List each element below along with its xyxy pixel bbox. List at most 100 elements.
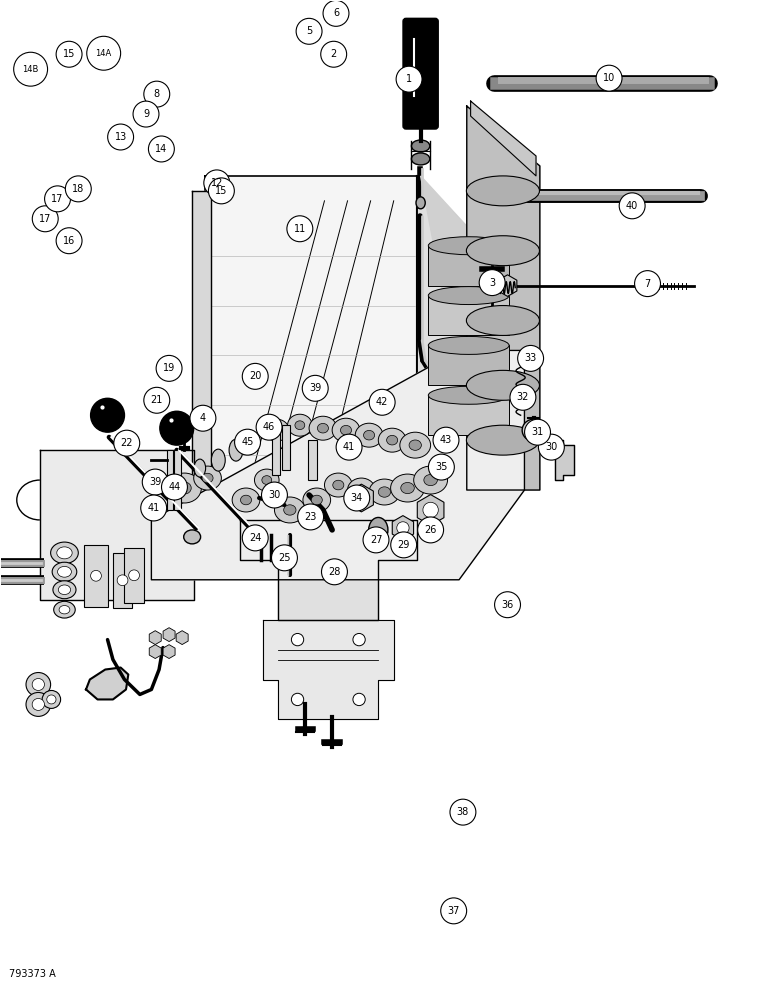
Text: 28: 28 <box>328 567 340 577</box>
Ellipse shape <box>57 547 72 559</box>
Circle shape <box>353 633 365 646</box>
Ellipse shape <box>416 197 425 209</box>
Ellipse shape <box>522 419 545 441</box>
Bar <box>84 545 107 607</box>
Circle shape <box>518 345 543 371</box>
Ellipse shape <box>428 237 509 255</box>
Ellipse shape <box>265 419 289 441</box>
Ellipse shape <box>466 306 540 335</box>
Text: 45: 45 <box>242 437 254 447</box>
Text: 18: 18 <box>73 184 84 194</box>
Text: 6: 6 <box>333 8 339 18</box>
Text: 20: 20 <box>249 371 262 381</box>
Circle shape <box>354 491 368 505</box>
Text: 25: 25 <box>278 553 291 563</box>
Circle shape <box>323 0 349 26</box>
Ellipse shape <box>466 370 540 400</box>
Circle shape <box>619 193 645 219</box>
Ellipse shape <box>400 432 431 458</box>
Circle shape <box>141 495 167 521</box>
Text: 44: 44 <box>168 482 181 492</box>
Circle shape <box>596 65 622 91</box>
Ellipse shape <box>411 140 430 152</box>
Ellipse shape <box>42 690 61 708</box>
Circle shape <box>90 570 101 581</box>
Circle shape <box>156 355 182 381</box>
Text: 41: 41 <box>343 442 355 452</box>
Circle shape <box>433 427 459 453</box>
Circle shape <box>423 502 438 518</box>
Polygon shape <box>467 106 540 490</box>
Text: 46: 46 <box>263 422 275 432</box>
Text: 14A: 14A <box>96 49 112 58</box>
Text: 22: 22 <box>120 438 133 448</box>
Text: 4: 4 <box>200 413 206 423</box>
Ellipse shape <box>356 485 367 495</box>
Circle shape <box>66 176 91 202</box>
Text: 8: 8 <box>154 89 160 99</box>
Text: 31: 31 <box>531 427 543 437</box>
Text: 15: 15 <box>215 186 228 196</box>
Circle shape <box>144 387 170 413</box>
Circle shape <box>160 411 194 445</box>
Polygon shape <box>205 176 417 520</box>
Ellipse shape <box>369 517 388 542</box>
Ellipse shape <box>287 414 312 436</box>
Text: 10: 10 <box>603 73 615 83</box>
Ellipse shape <box>309 416 337 440</box>
Bar <box>282 425 290 470</box>
Text: 35: 35 <box>435 462 448 472</box>
Ellipse shape <box>194 466 222 490</box>
Circle shape <box>397 522 409 534</box>
Text: 3: 3 <box>489 278 495 288</box>
Circle shape <box>190 405 216 431</box>
Circle shape <box>298 504 323 530</box>
Text: 42: 42 <box>376 397 388 407</box>
Bar <box>113 553 132 608</box>
Text: 12: 12 <box>211 178 223 188</box>
Ellipse shape <box>32 679 45 690</box>
Text: 39: 39 <box>149 477 161 487</box>
Ellipse shape <box>194 459 205 477</box>
Text: 17: 17 <box>39 214 52 224</box>
Circle shape <box>235 429 260 455</box>
Circle shape <box>117 575 128 586</box>
Ellipse shape <box>347 478 375 502</box>
Ellipse shape <box>529 425 538 435</box>
Ellipse shape <box>59 606 69 614</box>
Circle shape <box>272 545 297 571</box>
Bar <box>174 450 181 510</box>
Ellipse shape <box>59 585 70 595</box>
Ellipse shape <box>311 495 322 505</box>
Text: 43: 43 <box>440 435 452 445</box>
Ellipse shape <box>401 482 415 494</box>
Circle shape <box>538 434 564 460</box>
Ellipse shape <box>428 336 509 354</box>
Circle shape <box>353 693 365 706</box>
Ellipse shape <box>378 487 391 497</box>
Polygon shape <box>151 350 524 580</box>
FancyBboxPatch shape <box>403 18 438 129</box>
Ellipse shape <box>32 698 45 710</box>
Circle shape <box>56 228 82 254</box>
Ellipse shape <box>466 425 540 455</box>
Ellipse shape <box>51 542 78 564</box>
Polygon shape <box>86 668 128 699</box>
Text: 41: 41 <box>147 503 160 513</box>
Circle shape <box>144 81 170 107</box>
Text: 17: 17 <box>52 194 64 204</box>
Text: 33: 33 <box>524 353 537 363</box>
Text: 36: 36 <box>501 600 513 610</box>
Circle shape <box>107 124 134 150</box>
Ellipse shape <box>26 692 51 716</box>
Ellipse shape <box>378 428 406 452</box>
Text: 793373 A: 793373 A <box>9 969 56 979</box>
Bar <box>124 548 144 603</box>
Circle shape <box>14 52 48 86</box>
Ellipse shape <box>364 430 374 440</box>
Circle shape <box>204 170 230 196</box>
Text: 11: 11 <box>293 224 306 234</box>
Circle shape <box>635 271 661 297</box>
Ellipse shape <box>428 287 509 305</box>
Ellipse shape <box>229 439 243 461</box>
